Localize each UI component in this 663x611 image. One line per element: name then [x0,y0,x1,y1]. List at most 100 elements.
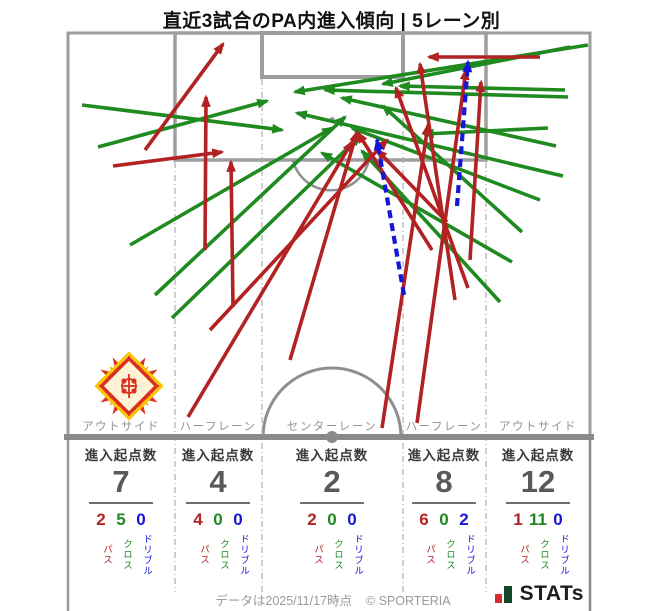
breakdown-values: 4 0 0 [188,510,248,530]
breakdown-labels: パス クロス ドリブル [302,532,363,578]
pass-arrow [208,138,389,332]
pass-arrow [186,139,354,418]
entry-count-label: 進入起点数 [295,448,369,463]
entry-count-value: 8 [435,464,453,499]
team-emblem [94,351,164,421]
zone-label-4: ハーフレーン [405,421,483,433]
cross-count: 0 [213,509,223,529]
zone-label-1: アウトサイド [82,421,160,433]
divider [412,501,476,504]
divider [300,501,364,504]
cross-label: クロス [218,538,229,571]
brand-text: STATs [519,582,584,605]
lane-stats-column-4: 進入起点数 8 6 0 2 パス クロス ドリブル [396,444,492,578]
stats-brand-logo: STATs [493,583,584,604]
dribble-count: 0 [553,509,563,529]
dribble-label: ドリブル [141,533,152,576]
lane-stats-column-1: 進入起点数 7 2 5 0 パス クロス ドリブル [73,444,169,578]
divider [89,501,153,504]
pass-count: 4 [193,509,203,529]
cross-label: クロス [538,538,549,571]
cross-count: 11 [529,509,547,529]
pass-label: パス [518,544,529,566]
pass-label: パス [312,544,323,566]
zone-label-5: アウトサイド [499,421,577,433]
cross-arrow [380,45,571,87]
breakdown-labels: パス クロス ドリブル [414,532,475,578]
lane-stats-column-3: 進入起点数 2 2 0 0 パス クロス ドリブル [284,444,380,578]
entry-count-value: 12 [520,464,556,499]
breakdown-labels: パス クロス ドリブル [508,532,569,578]
dribble-arrow [454,59,473,207]
center-circle [261,366,403,438]
bar-chart-icon [494,586,512,603]
zone-label-3: センターレーン [286,421,378,433]
dribble-label: ドリブル [238,533,249,576]
entry-count-value: 7 [112,464,130,499]
cross-arrow [421,126,549,139]
divider [506,501,570,504]
entry-count-label: 進入起点数 [501,448,575,463]
pass-arrow [288,129,359,361]
dribble-count: 0 [233,509,243,529]
cross-arrow [81,103,285,134]
breakdown-labels: パス クロス ドリブル [188,532,249,578]
data-note: データは2025/11/17時点 © SPORTERIA [215,590,450,609]
pass-label: パス [198,544,209,566]
cross-count: 5 [116,509,126,529]
pass-arrow [201,94,211,251]
data-timestamp: データは2025/11/17時点 [215,594,353,608]
pass-label: パス [101,544,112,566]
pass-count: 6 [419,509,429,529]
crest-ornament [121,374,137,398]
pass-arrow [380,122,432,429]
entry-count-value: 4 [209,464,227,499]
dribble-label: ドリブル [558,533,569,576]
pass-arrow [468,79,486,261]
entry-count-label: 進入起点数 [84,448,158,463]
penalty-arc [291,159,371,192]
entry-count-label: 進入起点数 [407,448,481,463]
breakdown-labels: パス クロス ドリブル [91,532,152,578]
pass-arrow [394,85,470,289]
dribble-label: ドリブル [352,533,363,576]
lane-separators [174,79,487,592]
dribble-count: 0 [347,509,357,529]
lane-stats-column-5: 進入起点数 12 1 11 0 パス クロス ドリブル [490,444,586,578]
pass-count: 2 [307,509,317,529]
cross-arrow [339,95,557,148]
cross-count: 0 [327,509,337,529]
pass-arrow [226,159,237,308]
breakdown-values: 2 0 0 [302,510,362,530]
dribble-arrow [373,137,407,296]
pass-arrow [416,61,457,301]
pass-count: 1 [513,509,523,529]
cross-arrow [97,98,270,149]
breakdown-values: 1 11 0 [508,510,568,530]
entry-arrows [81,42,589,429]
lane-stats-column-2: 進入起点数 4 4 0 0 パス クロス ドリブル [170,444,266,578]
dribble-count: 0 [136,509,146,529]
pass-count: 2 [96,509,106,529]
cross-label: クロス [332,538,343,571]
pass-arrow [356,130,434,251]
cross-count: 0 [439,509,449,529]
cross-arrow [294,110,564,178]
entry-count-value: 2 [323,464,341,499]
penalty-box [173,31,488,162]
pass-arrow [375,148,449,224]
cross-label: クロス [444,538,455,571]
pass-arrow [415,67,470,424]
breakdown-values: 6 0 2 [414,510,474,530]
divider [186,501,250,504]
copyright: © SPORTERIA [365,594,451,608]
cross-arrow [170,134,362,320]
pass-label: パス [424,544,435,566]
cross-arrow [322,85,569,99]
dribble-count: 2 [459,509,469,529]
page-title: 直近3試合のPA内進入傾向 | 5レーン別 [162,11,501,32]
dribble-label: ドリブル [464,533,475,576]
center-spot [326,431,338,443]
